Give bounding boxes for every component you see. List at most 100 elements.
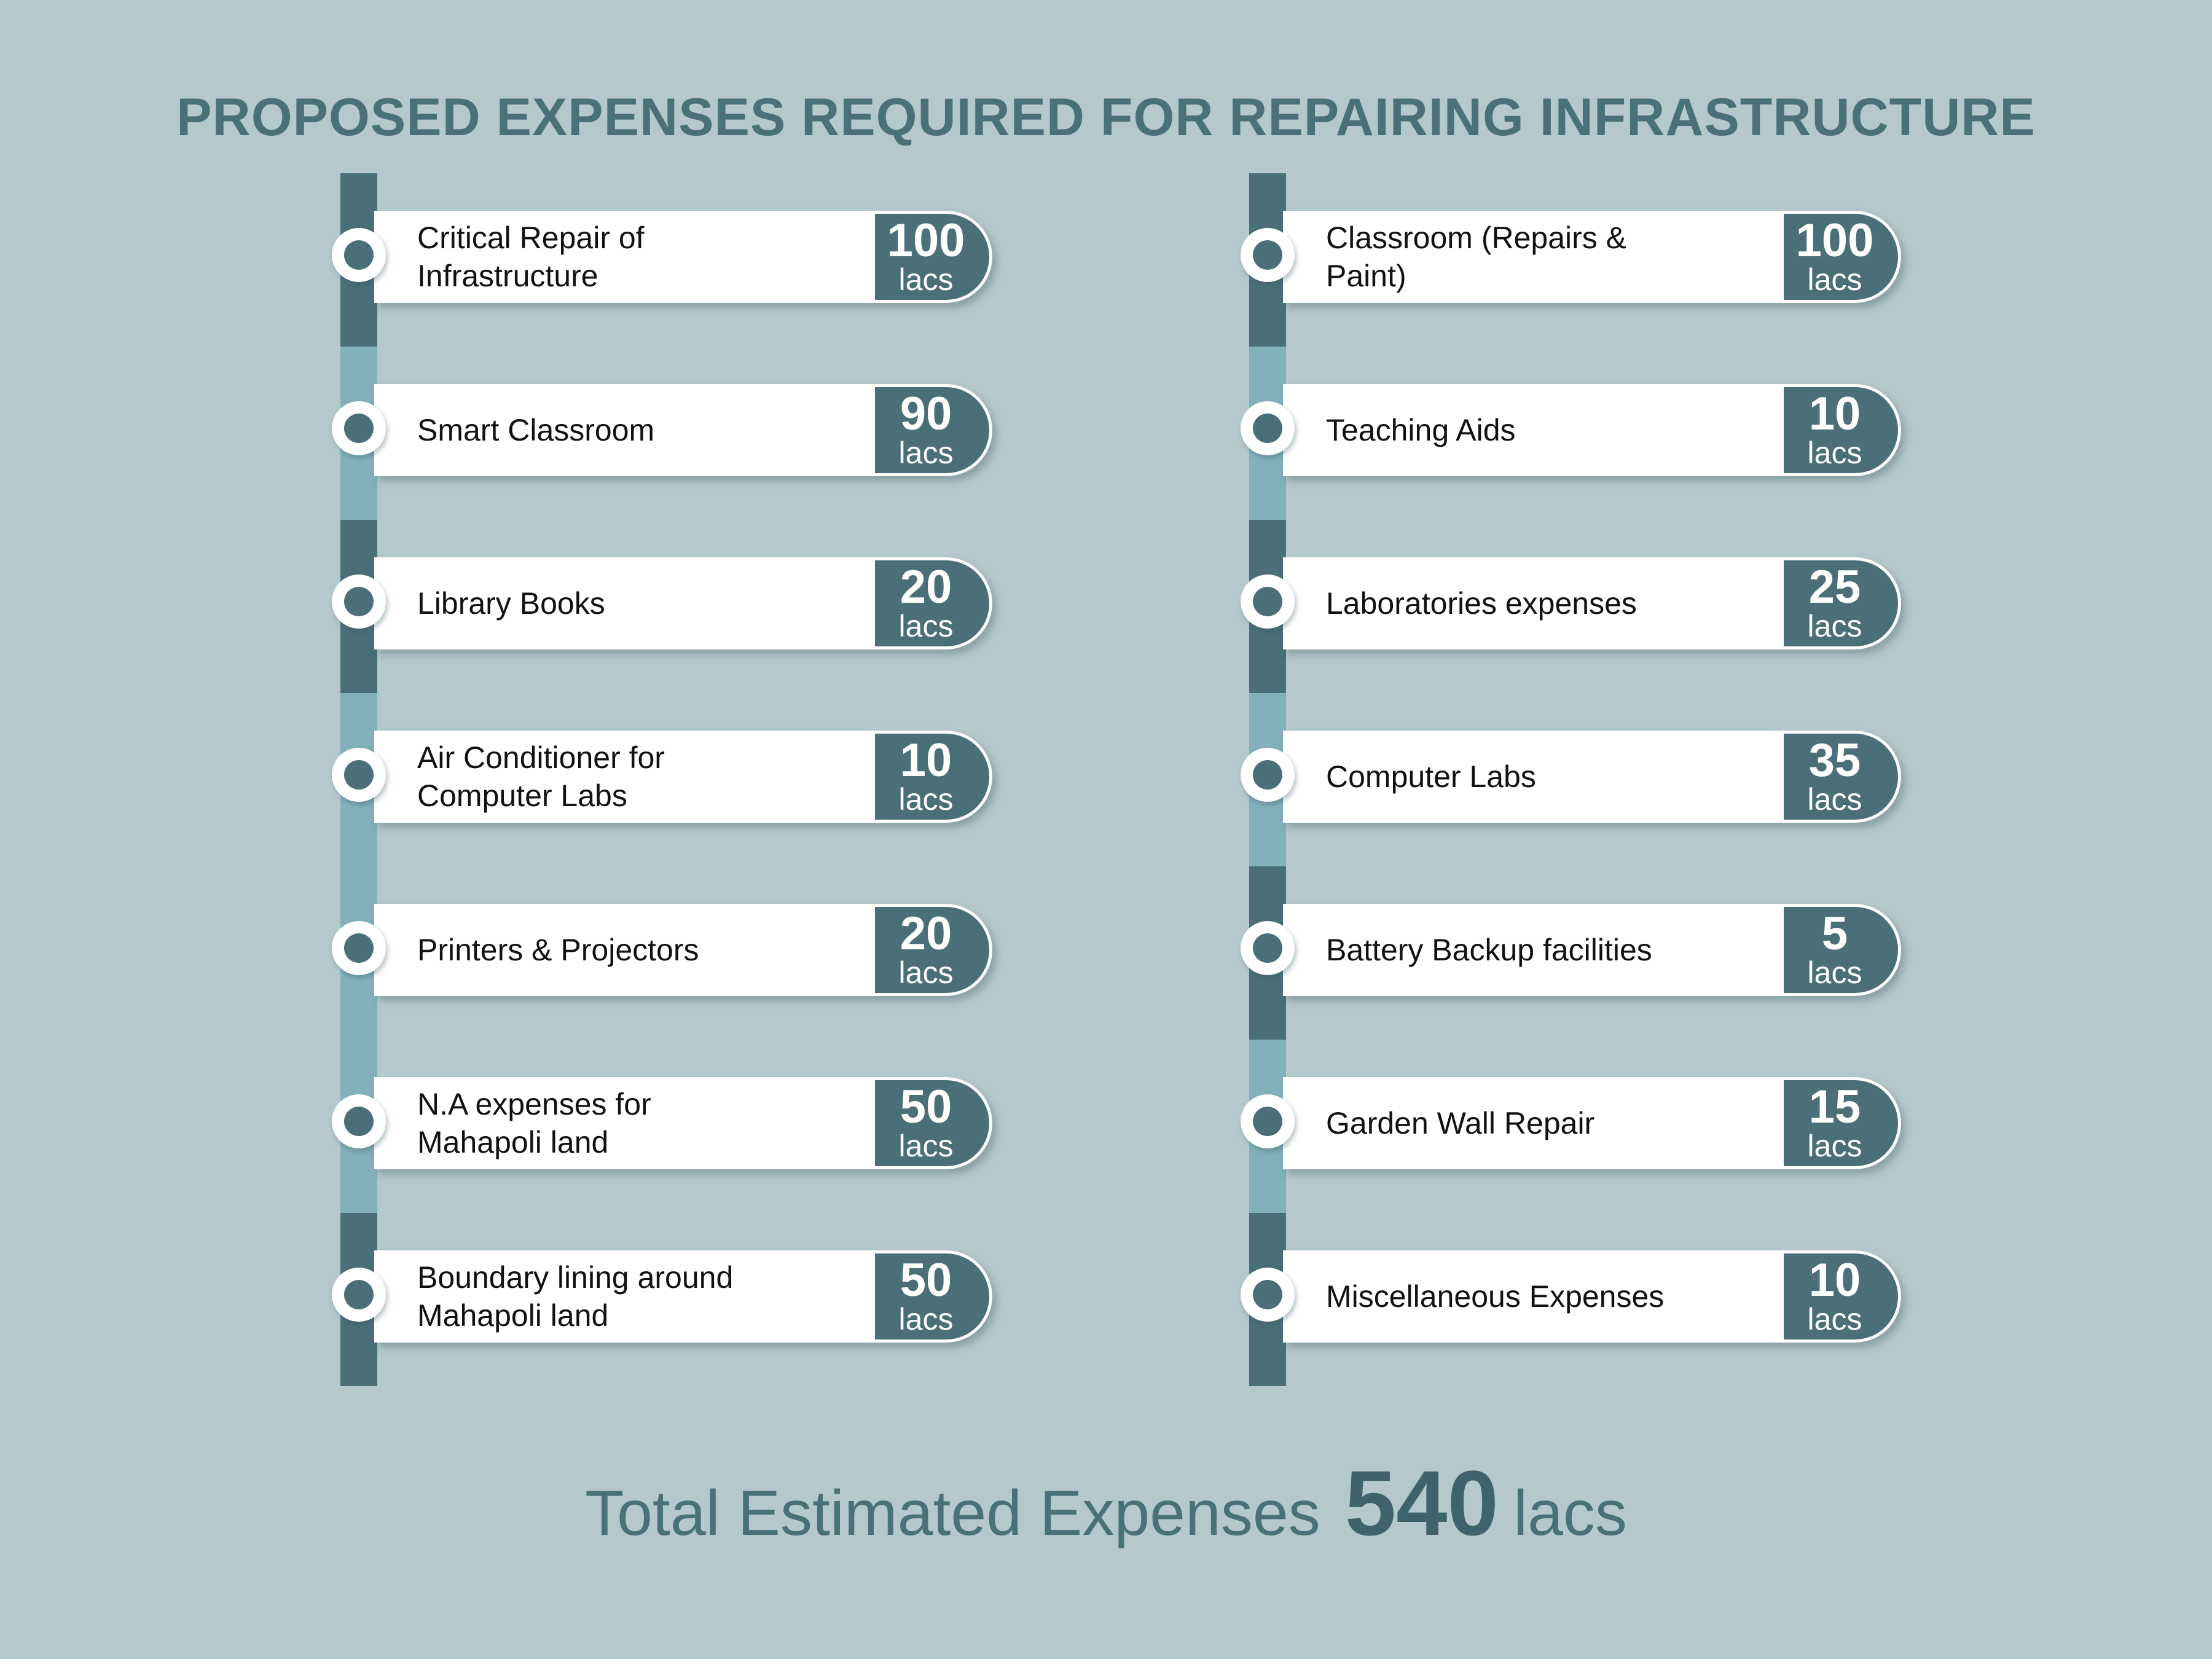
expense-value: 90 bbox=[900, 388, 952, 440]
timeline-node-icon bbox=[1241, 228, 1295, 282]
timeline-node-icon bbox=[1241, 401, 1295, 455]
expense-item: Critical Repair of Infrastructure 100 lacs bbox=[332, 209, 1016, 307]
timeline-node-dot bbox=[344, 587, 374, 616]
expense-unit: lacs bbox=[898, 262, 954, 297]
page-title: PROPOSED EXPENSES REQUIRED FOR REPAIRING… bbox=[176, 88, 2036, 147]
timeline-node-dot bbox=[1253, 240, 1282, 270]
expense-value-badge: 50 lacs bbox=[872, 1077, 992, 1169]
expense-item: Library Books 20 lacs bbox=[332, 555, 1016, 654]
timeline-node-dot bbox=[1253, 760, 1282, 790]
expense-value-badge: 10 lacs bbox=[1781, 1250, 1901, 1343]
expense-label: Miscellaneous Expenses bbox=[1326, 1279, 1665, 1314]
expense-unit: lacs bbox=[1807, 1129, 1862, 1163]
timeline-node-icon bbox=[332, 921, 386, 975]
expense-value: 10 bbox=[1808, 388, 1861, 440]
expense-item: Printers & Projectors 20 lacs bbox=[332, 902, 1016, 1000]
expense-card: Printers & Projectors 20 lacs bbox=[374, 904, 992, 996]
expense-label: Garden Wall Repair bbox=[1326, 1106, 1595, 1140]
total-value: 540 bbox=[1344, 1451, 1499, 1555]
expense-value-badge: 90 lacs bbox=[872, 384, 992, 476]
expense-value: 10 bbox=[1808, 1254, 1861, 1306]
expense-value-badge: 100 lacs bbox=[872, 211, 992, 303]
expense-label: Computer Labs bbox=[1326, 759, 1536, 794]
expense-card: Air Conditioner for Computer Labs 10 lacs bbox=[374, 731, 992, 823]
expense-value-badge: 25 lacs bbox=[1781, 557, 1901, 649]
expense-label: Laboratories expenses bbox=[1326, 586, 1637, 621]
timeline-node-icon bbox=[332, 1094, 386, 1148]
expense-card: Smart Classroom 90 lacs bbox=[374, 384, 992, 476]
expense-card: Teaching Aids 10 lacs bbox=[1283, 384, 1901, 476]
expense-card: Boundary lining around Mahapoli land 50 la… bbox=[374, 1250, 992, 1343]
expense-unit: lacs bbox=[1807, 609, 1862, 643]
expense-card: Laboratories expenses 25 lacs bbox=[1283, 557, 1901, 649]
expense-value-badge: 10 lacs bbox=[1781, 384, 1901, 476]
expense-label: Battery Backup facilities bbox=[1326, 933, 1652, 967]
total-estimate: Total Estimated Expenses 540 lacs bbox=[0, 1450, 2212, 1555]
expense-unit: lacs bbox=[898, 782, 954, 817]
expense-item: Air Conditioner for Computer Labs 10 lacs bbox=[332, 729, 1016, 827]
timeline-node-icon bbox=[1241, 921, 1295, 975]
left-expense-column: Critical Repair of Infrastructure 100 lacs… bbox=[332, 173, 1016, 1386]
expense-card: Miscellaneous Expenses 10 lacs bbox=[1283, 1250, 1901, 1343]
expense-item: Miscellaneous Expenses 10 lacs bbox=[1241, 1249, 1925, 1347]
expense-value-badge: 20 lacs bbox=[872, 557, 992, 649]
expense-unit: lacs bbox=[898, 609, 954, 643]
expense-value-badge: 35 lacs bbox=[1781, 731, 1901, 823]
expense-card: N.A expenses for Mahapoli land 50 lacs bbox=[374, 1077, 992, 1169]
timeline-node-dot bbox=[344, 414, 374, 443]
expense-card: Classroom (Repairs & Paint) 100 lacs bbox=[1283, 211, 1901, 303]
timeline-node-icon bbox=[332, 575, 386, 629]
right-expense-column: Classroom (Repairs & Paint) 100 lacs Teachi… bbox=[1241, 173, 1925, 1386]
expense-unit: lacs bbox=[898, 955, 954, 990]
expense-item: Teaching Aids 10 lacs bbox=[1241, 382, 1925, 480]
timeline-node-dot bbox=[1253, 1280, 1282, 1309]
expense-item: Laboratories expenses 25 lacs bbox=[1241, 555, 1925, 654]
expense-unit: lacs bbox=[1807, 436, 1862, 470]
expense-item: N.A expenses for Mahapoli land 50 lacs bbox=[332, 1075, 1016, 1174]
expense-value: 15 bbox=[1808, 1081, 1861, 1133]
expense-item: Boundary lining around Mahapoli land 50 la… bbox=[332, 1249, 1016, 1347]
expense-value-badge: 100 lacs bbox=[1781, 211, 1901, 303]
expense-item: Smart Classroom 90 lacs bbox=[332, 382, 1016, 480]
expense-value-badge: 20 lacs bbox=[872, 904, 992, 996]
expense-value: 100 bbox=[887, 214, 965, 267]
expense-label: Classroom (Repairs & Paint) bbox=[1326, 221, 1627, 293]
timeline-node-dot bbox=[344, 933, 374, 963]
timeline-node-dot bbox=[344, 1107, 374, 1136]
timeline-node-icon bbox=[1241, 748, 1295, 802]
expense-card: Garden Wall Repair 15 lacs bbox=[1283, 1077, 1901, 1169]
expense-unit: lacs bbox=[1807, 782, 1862, 817]
expense-value: 25 bbox=[1808, 561, 1861, 613]
expense-value: 5 bbox=[1821, 908, 1848, 960]
expense-item: Garden Wall Repair 15 lacs bbox=[1241, 1075, 1925, 1174]
expense-unit: lacs bbox=[1807, 1302, 1862, 1336]
expense-item: Computer Labs 35 lacs bbox=[1241, 729, 1925, 827]
expense-value-badge: 50 lacs bbox=[872, 1250, 992, 1343]
expense-card: Battery Backup facilities 5 lacs bbox=[1283, 904, 1901, 996]
expense-value-badge: 10 lacs bbox=[872, 731, 992, 823]
timeline-node-dot bbox=[344, 760, 374, 790]
expense-card: Library Books 20 lacs bbox=[374, 557, 992, 649]
expense-label: Boundary lining around Mahapoli land bbox=[417, 1260, 734, 1333]
timeline-node-dot bbox=[344, 1280, 374, 1309]
total-label: Total Estimated Expenses bbox=[585, 1478, 1320, 1549]
expense-value-badge: 15 lacs bbox=[1781, 1077, 1901, 1169]
expense-label: Air Conditioner for Computer Labs bbox=[417, 740, 665, 813]
timeline-node-icon bbox=[1241, 1268, 1295, 1322]
timeline-node-dot bbox=[344, 240, 374, 270]
expense-value: 10 bbox=[900, 734, 952, 786]
expense-card: Critical Repair of Infrastructure 100 lacs bbox=[374, 211, 992, 303]
expense-value: 100 bbox=[1795, 214, 1874, 267]
timeline-node-dot bbox=[1253, 587, 1282, 616]
timeline-node-dot bbox=[1253, 1107, 1282, 1136]
expense-label: Smart Classroom bbox=[417, 413, 655, 447]
expense-unit: lacs bbox=[898, 1129, 954, 1163]
timeline-node-icon bbox=[1241, 1094, 1295, 1148]
expense-label: Teaching Aids bbox=[1326, 413, 1516, 447]
expense-value: 20 bbox=[900, 908, 952, 960]
total-unit: lacs bbox=[1513, 1478, 1627, 1549]
expense-label: Printers & Projectors bbox=[417, 933, 699, 967]
expense-label: Critical Repair of Infrastructure bbox=[417, 221, 645, 293]
expense-value: 50 bbox=[900, 1081, 952, 1133]
expense-value: 35 bbox=[1808, 734, 1861, 786]
